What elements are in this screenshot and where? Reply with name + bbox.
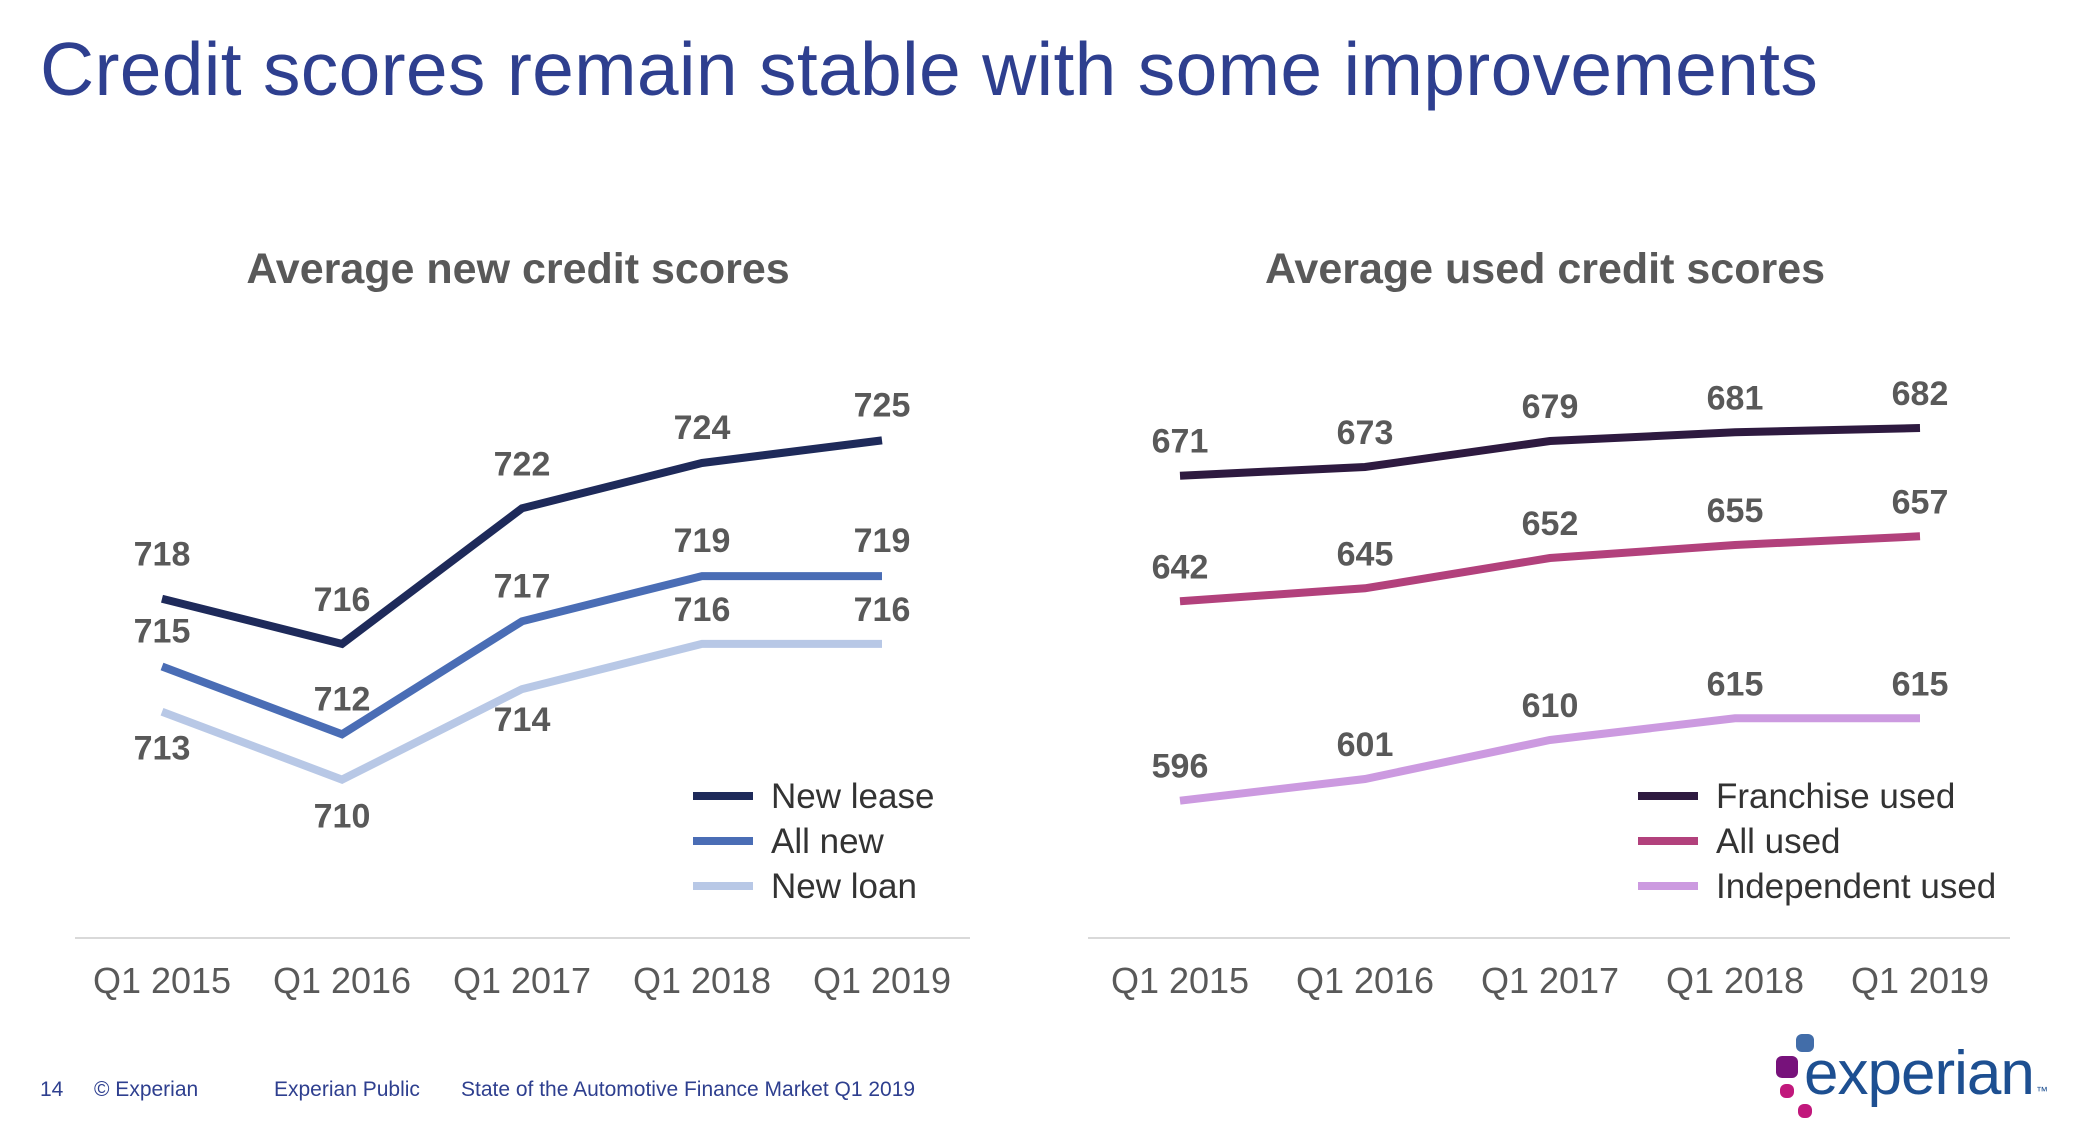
logo-dot-pink xyxy=(1798,1104,1812,1118)
data-label: 714 xyxy=(494,701,551,739)
data-label: 719 xyxy=(854,522,911,560)
x-tick-label: Q1 2019 xyxy=(1851,960,1989,1001)
logo-dot-magenta xyxy=(1780,1084,1794,1098)
x-tick-label: Q1 2016 xyxy=(273,960,411,1001)
data-label: 716 xyxy=(854,591,911,629)
legend-label: All new xyxy=(771,822,885,861)
legend-label: Franchise used xyxy=(1716,777,1955,816)
x-tick-label: Q1 2019 xyxy=(813,960,951,1001)
data-label: 710 xyxy=(314,798,371,836)
data-label: 724 xyxy=(674,409,731,447)
x-tick-label: Q1 2016 xyxy=(1296,960,1434,1001)
data-label: 716 xyxy=(674,591,731,629)
legend-label: Independent used xyxy=(1716,867,1996,906)
footer-report-title: State of the Automotive Finance Market Q… xyxy=(461,1078,916,1101)
data-label: 652 xyxy=(1522,505,1579,543)
data-label: 601 xyxy=(1337,726,1394,764)
slide-title: Credit scores remain stable with some im… xyxy=(40,27,1819,111)
data-label: 722 xyxy=(494,445,551,483)
series-line-independent-used xyxy=(1179,714,1920,805)
x-tick-label: Q1 2018 xyxy=(633,960,771,1001)
data-label: 615 xyxy=(1707,665,1764,703)
data-label: 682 xyxy=(1892,375,1949,413)
x-tick-label: Q1 2015 xyxy=(93,960,231,1001)
legend-label: New lease xyxy=(771,777,934,816)
x-tick-label: Q1 2017 xyxy=(1481,960,1619,1001)
data-label: 712 xyxy=(314,680,371,718)
data-label: 610 xyxy=(1522,687,1579,725)
series-line-new-lease xyxy=(161,436,883,649)
experian-logo: experian ™ xyxy=(1768,1028,2058,1128)
data-label: 717 xyxy=(494,567,551,605)
data-label: 718 xyxy=(134,536,191,574)
logo-trademark: ™ xyxy=(2036,1084,2048,1098)
data-label: 657 xyxy=(1892,483,1949,521)
data-label: 645 xyxy=(1337,535,1394,573)
data-label: 642 xyxy=(1152,548,1209,586)
data-label: 716 xyxy=(314,581,371,619)
footer-classification: Experian Public xyxy=(274,1078,420,1101)
data-label: 681 xyxy=(1707,379,1764,417)
data-label: 719 xyxy=(674,522,731,560)
x-tick-label: Q1 2018 xyxy=(1666,960,1804,1001)
data-label: 713 xyxy=(134,730,191,768)
data-label: 673 xyxy=(1337,414,1394,452)
x-tick-label: Q1 2015 xyxy=(1111,960,1249,1001)
x-tick-label: Q1 2017 xyxy=(453,960,591,1001)
legend-label: New loan xyxy=(771,867,917,906)
series-line-all-used xyxy=(1179,532,1921,606)
data-label: 679 xyxy=(1522,388,1579,426)
series-line-all-new xyxy=(160,572,882,739)
logo-dot-blue xyxy=(1796,1034,1814,1052)
data-label: 596 xyxy=(1152,748,1209,786)
data-label: 655 xyxy=(1707,492,1764,530)
chart-title-0: Average new credit scores xyxy=(246,245,789,293)
logo-wordmark: experian xyxy=(1804,1039,2035,1108)
logo-dot-purple xyxy=(1776,1056,1798,1078)
chart-title-1: Average used credit scores xyxy=(1265,245,1825,293)
data-label: 725 xyxy=(854,386,911,424)
footer-page-number: 14 xyxy=(40,1078,64,1101)
legend-label: All used xyxy=(1716,822,1841,861)
footer-copyright: © Experian xyxy=(94,1078,199,1101)
series-line-new-loan xyxy=(160,639,882,784)
data-label: 615 xyxy=(1892,665,1949,703)
data-label: 715 xyxy=(134,613,191,651)
data-label: 671 xyxy=(1152,423,1209,461)
series-line-franchise-used xyxy=(1179,424,1921,480)
